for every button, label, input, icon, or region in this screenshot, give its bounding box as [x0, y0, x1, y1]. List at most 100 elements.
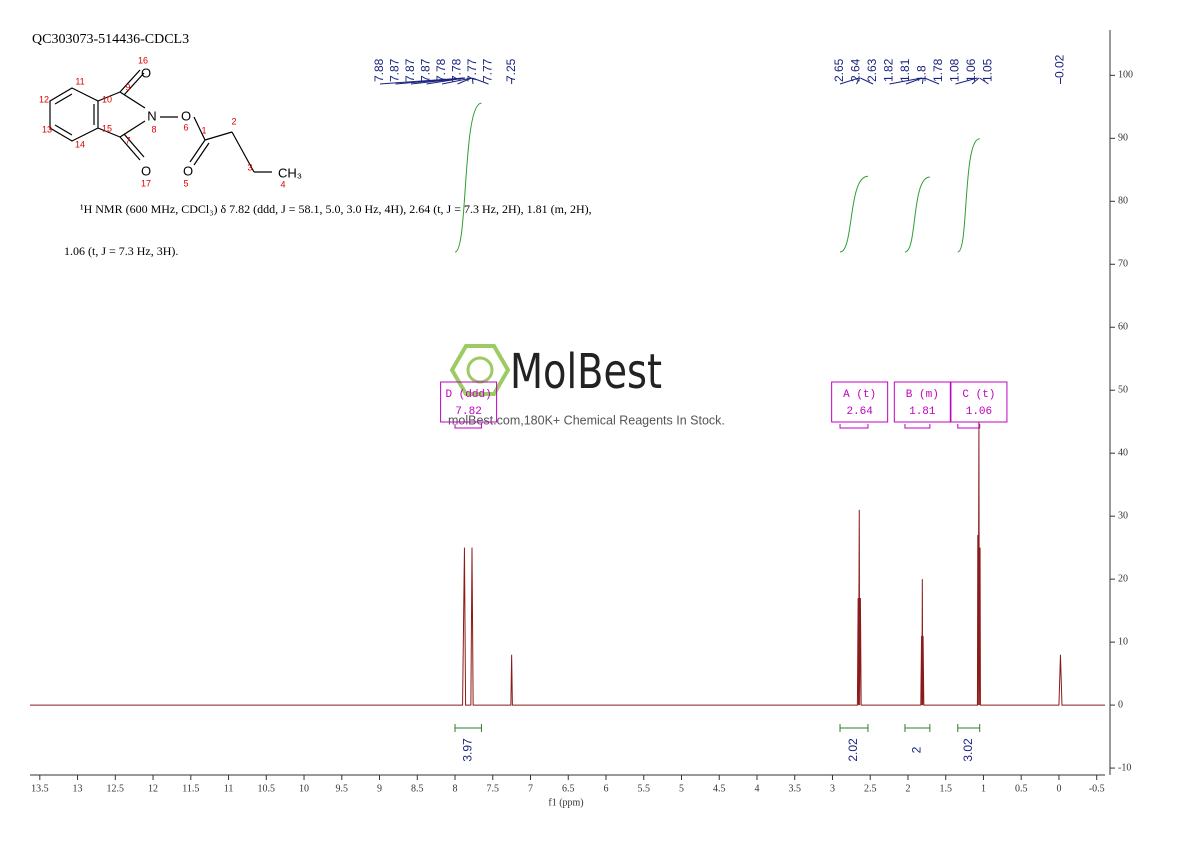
integral-curve: [957, 138, 980, 253]
peak-label: 7.87: [419, 58, 433, 82]
atom-number: 1: [201, 125, 206, 135]
x-tick-label: 12.5: [107, 783, 125, 794]
multiplet-range: [957, 424, 981, 429]
y-tick-label: 60: [1118, 322, 1128, 333]
peak-leader: [955, 77, 978, 85]
integral-curve: [904, 176, 930, 253]
atom-number: 2: [231, 116, 236, 126]
peak-label: 2.65: [832, 58, 846, 82]
multiplet-shift: 1.81: [909, 406, 936, 418]
peak-leader: [441, 77, 472, 85]
nmr-description: ¹H NMR (600 MHz, CDCl₃) δ 7.82 (ddd, J =…: [80, 202, 592, 216]
peak-label: 1.06: [964, 58, 978, 82]
x-tick-label: 5.5: [637, 783, 650, 794]
peak-leader: [979, 77, 989, 85]
atom-number: 8: [151, 124, 156, 134]
atom-number: 5: [183, 178, 188, 188]
peak-label: 1.78: [931, 58, 945, 82]
atom-number: 3: [247, 162, 252, 172]
y-tick-label: 10: [1118, 636, 1128, 647]
integral-curve: [454, 102, 482, 253]
atom-number: 16: [138, 55, 148, 65]
peak-leader: [971, 77, 980, 85]
y-tick-label: -10: [1118, 762, 1131, 773]
peak-leader: [860, 77, 874, 85]
multiplet-shift: 2.64: [846, 406, 873, 418]
watermark-logo: [449, 344, 511, 396]
x-tick-label: 13: [73, 783, 83, 794]
nmr-description: 1.06 (t, J = 7.3 Hz, 3H).: [64, 244, 178, 258]
multiplet-shift: 1.06: [966, 406, 992, 418]
atom-number: 7: [125, 135, 130, 145]
x-tick-label: 3: [830, 783, 835, 794]
multiplet-label: C (t): [962, 389, 995, 401]
x-tick-label: 11: [224, 783, 234, 794]
peak-label: 7.78: [450, 58, 464, 82]
multiplet-range: [454, 424, 482, 429]
multiplet-box: [893, 381, 951, 423]
multiplet-box: [440, 381, 498, 423]
x-tick-label: 13.5: [31, 783, 49, 794]
peak-label: 2.63: [865, 58, 879, 82]
peak-label: 2.64: [849, 58, 863, 82]
multiplet-range: [839, 424, 869, 429]
x-tick-label: 8.5: [411, 783, 424, 794]
x-tick-label: 11.5: [182, 783, 199, 794]
peak-leader: [922, 77, 924, 85]
multiplet-shift: 7.82: [455, 406, 481, 418]
x-tick-label: 4.5: [713, 783, 726, 794]
x-tick-label: -0.5: [1089, 783, 1105, 794]
peak-leader: [924, 77, 940, 85]
multiplet-box: [950, 381, 1008, 423]
x-tick-label: 0: [1056, 783, 1061, 794]
peak-leader: [905, 77, 923, 85]
y-tick-label: 20: [1118, 573, 1128, 584]
peak-label: 1.8: [915, 65, 929, 82]
peak-leader: [856, 77, 861, 85]
atom-number: 6: [183, 122, 188, 132]
atom-number: 10: [102, 94, 112, 104]
x-tick-label: 0.5: [1015, 783, 1028, 794]
atom-symbol: N: [147, 108, 156, 123]
y-tick-label: 30: [1118, 510, 1128, 521]
peak-leader: [426, 77, 465, 85]
x-tick-label: 8: [453, 783, 458, 794]
peak-label: 1.05: [981, 58, 995, 82]
peak-leader: [839, 77, 860, 85]
y-tick-label: 80: [1118, 196, 1128, 207]
y-tick-label: 0: [1118, 699, 1123, 710]
peak-leader: [471, 77, 474, 85]
atom-number: 9: [125, 82, 130, 92]
atom-number: 14: [75, 139, 85, 149]
atom-symbol: O: [181, 108, 191, 123]
x-tick-label: 6.5: [562, 783, 575, 794]
x-tick-label: 7: [528, 783, 533, 794]
multiplet-label: B (m): [906, 389, 939, 401]
atom-symbol: O: [141, 163, 151, 178]
y-tick-label: 90: [1118, 133, 1128, 144]
x-tick-label: 5: [679, 783, 684, 794]
integral-bracket: [904, 724, 931, 732]
multiplet-label: D (ddd): [445, 389, 491, 401]
peak-label: -0.02: [1053, 54, 1067, 82]
multiplet-box: [831, 381, 889, 423]
peak-label: 7.78: [434, 58, 448, 82]
y-tick-label: 40: [1118, 447, 1128, 458]
x-axis-label: f1 (ppm): [548, 797, 583, 808]
integral-label: 3.02: [961, 738, 975, 762]
peak-label: 7.25: [504, 58, 518, 82]
atom-number: 12: [39, 94, 49, 104]
x-tick-label: 4: [754, 783, 759, 794]
x-tick-label: 1.5: [939, 783, 952, 794]
atom-number: 15: [102, 123, 112, 133]
y-tick-label: 100: [1118, 70, 1133, 81]
y-tick-label: 50: [1118, 385, 1128, 396]
atom-number: 4: [280, 179, 285, 189]
x-tick-label: 6: [604, 783, 609, 794]
peak-label: 7.87: [403, 58, 417, 82]
atom-symbol: O: [183, 163, 193, 178]
atom-number: 17: [141, 178, 151, 188]
x-tick-label: 2.5: [864, 783, 877, 794]
peak-label: 7.88: [372, 58, 386, 82]
